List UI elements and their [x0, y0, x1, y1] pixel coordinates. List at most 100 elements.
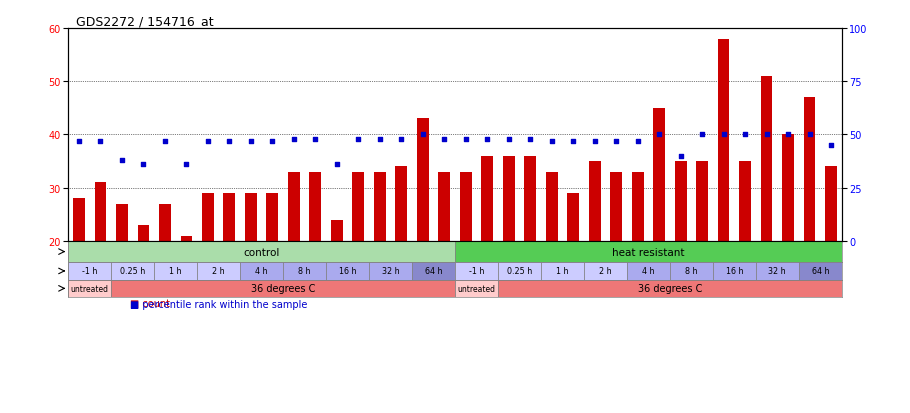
Bar — [674, 161, 686, 241]
Bar — [326, 263, 369, 280]
Bar — [73, 199, 85, 241]
Text: -1 h: -1 h — [82, 267, 97, 276]
Point — [394, 136, 409, 142]
Bar — [417, 119, 429, 241]
Text: 16 h: 16 h — [725, 267, 743, 276]
Point — [157, 138, 172, 145]
Bar — [137, 225, 149, 241]
Point — [631, 138, 645, 145]
Bar — [503, 157, 515, 241]
Point — [544, 138, 559, 145]
Text: control: control — [244, 247, 279, 257]
Point — [244, 138, 258, 145]
Text: 0.25 h: 0.25 h — [507, 267, 532, 276]
Bar — [68, 280, 111, 297]
Text: 64 h: 64 h — [425, 267, 442, 276]
Bar — [498, 280, 842, 297]
Bar — [369, 263, 412, 280]
Text: 4 h: 4 h — [642, 267, 654, 276]
Point — [308, 136, 323, 142]
Point — [265, 138, 279, 145]
Point — [200, 138, 215, 145]
Bar — [455, 280, 498, 297]
Bar — [68, 263, 111, 280]
Bar — [309, 172, 321, 241]
Point — [287, 136, 301, 142]
Bar — [288, 172, 299, 241]
Bar — [439, 172, 450, 241]
Bar — [154, 263, 197, 280]
Point — [222, 138, 237, 145]
Text: -1 h: -1 h — [469, 267, 484, 276]
Point — [372, 136, 387, 142]
Bar — [611, 172, 622, 241]
Point — [480, 136, 494, 142]
Point — [781, 132, 795, 138]
Bar — [374, 172, 386, 241]
Bar — [197, 263, 240, 280]
Text: heat resistant: heat resistant — [612, 247, 684, 257]
Text: 1 h: 1 h — [169, 267, 182, 276]
Text: 0.25 h: 0.25 h — [120, 267, 146, 276]
Bar — [804, 98, 815, 241]
Point — [72, 138, 86, 145]
Bar — [245, 194, 257, 241]
Bar — [116, 204, 128, 241]
Bar — [159, 204, 171, 241]
Point — [501, 136, 516, 142]
Text: untreated: untreated — [71, 284, 108, 293]
Bar — [713, 263, 756, 280]
Point — [93, 138, 107, 145]
Bar — [825, 167, 837, 241]
Bar — [240, 263, 283, 280]
Text: 16 h: 16 h — [339, 267, 357, 276]
Text: GDS2272 / 154716_at: GDS2272 / 154716_at — [76, 15, 214, 28]
Bar — [395, 167, 407, 241]
Bar — [782, 135, 794, 241]
Bar — [352, 172, 364, 241]
Point — [673, 153, 688, 160]
Point — [824, 142, 838, 149]
Point — [136, 161, 151, 168]
Text: 36 degrees C: 36 degrees C — [638, 284, 702, 294]
Bar — [756, 263, 799, 280]
Bar — [718, 40, 730, 241]
Text: 8 h: 8 h — [685, 267, 698, 276]
Point — [179, 161, 194, 168]
Bar — [111, 263, 154, 280]
Bar — [524, 157, 536, 241]
Point — [695, 132, 710, 138]
Point — [759, 132, 774, 138]
Text: 32 h: 32 h — [381, 267, 399, 276]
Bar — [202, 194, 214, 241]
Bar — [481, 157, 493, 241]
Text: 2 h: 2 h — [212, 267, 225, 276]
Point — [351, 136, 366, 142]
Point — [566, 138, 581, 145]
Text: ■ percentile rank within the sample: ■ percentile rank within the sample — [130, 299, 308, 309]
Text: 8 h: 8 h — [298, 267, 311, 276]
Bar — [95, 183, 106, 241]
Text: 2 h: 2 h — [599, 267, 612, 276]
Bar — [567, 194, 579, 241]
Bar — [455, 263, 498, 280]
Bar — [180, 236, 192, 241]
Point — [437, 136, 451, 142]
Bar — [267, 194, 278, 241]
Bar — [412, 263, 455, 280]
Text: 36 degrees C: 36 degrees C — [251, 284, 315, 294]
Bar — [460, 172, 471, 241]
Point — [609, 138, 623, 145]
Point — [459, 136, 473, 142]
Bar — [283, 263, 326, 280]
Text: 64 h: 64 h — [812, 267, 829, 276]
Bar — [541, 263, 584, 280]
Text: ■ count: ■ count — [130, 299, 170, 309]
Bar — [739, 161, 751, 241]
Text: 32 h: 32 h — [768, 267, 786, 276]
Bar — [761, 77, 773, 241]
Bar — [224, 194, 236, 241]
Point — [416, 132, 430, 138]
Bar — [498, 263, 541, 280]
Point — [716, 132, 731, 138]
